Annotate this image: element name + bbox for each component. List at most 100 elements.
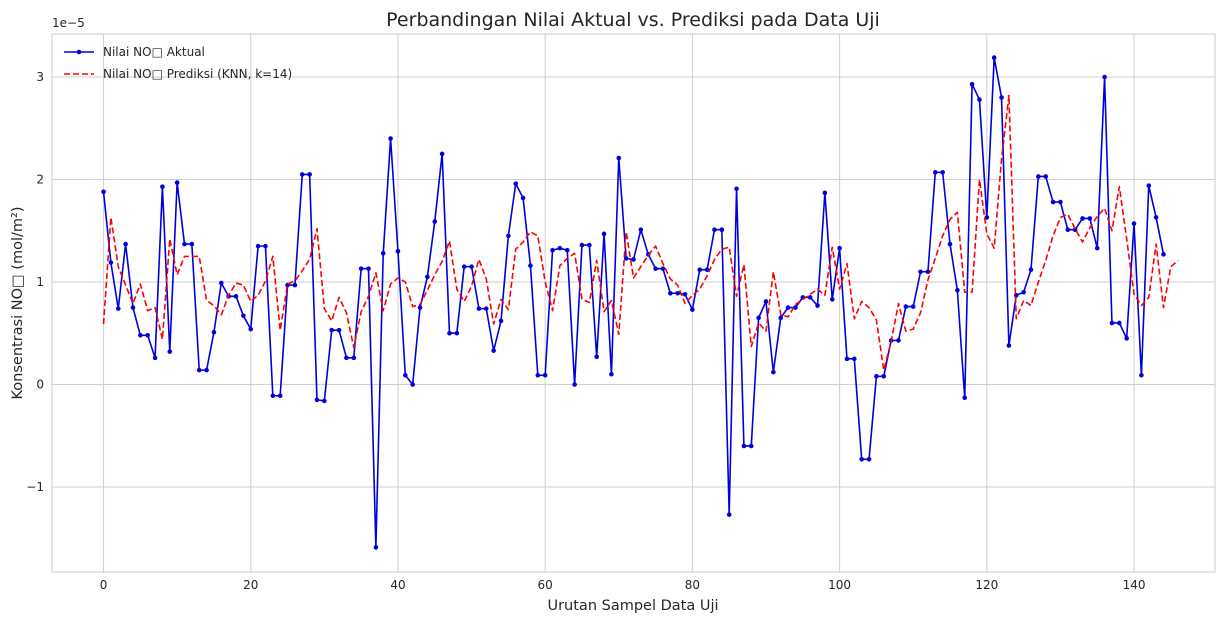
data-point-actual [807,295,813,300]
x-tick-label: 100 [828,578,851,592]
y-tick-label: 0 [36,377,44,391]
data-point-actual [844,356,850,362]
data-point-actual [248,326,254,332]
data-point-actual [395,248,401,254]
data-point-actual [160,184,165,189]
data-point-actual [182,241,187,247]
data-point-actual [638,227,644,233]
data-point-actual [572,382,577,387]
data-point-actual [1050,199,1056,205]
data-point-actual [101,189,106,195]
legend-entry-actual: Nilai NO□ Aktual [103,45,205,59]
data-point-actual [866,456,872,462]
data-point-actual [557,245,563,251]
series-line-actual [102,56,1165,549]
data-point-actual [756,315,761,321]
data-point-actual [528,263,533,268]
data-point-actual [336,327,342,333]
data-point-actual [631,257,636,262]
y-tick-label: 1 [36,275,44,289]
data-point-actual [314,397,320,403]
data-point-actual [829,297,835,302]
x-tick-label: 0 [100,578,108,592]
data-point-actual [741,443,747,449]
data-point-actual [152,355,158,361]
x-tick-label: 60 [538,578,553,592]
y-tick-label: 2 [36,173,44,187]
data-point-actual [506,233,511,239]
data-point-actual [815,303,820,308]
data-point-actual [1094,245,1100,251]
y-axis-label: Konsentrasi NO□ (mol/m²) [10,207,26,400]
data-point-actual [366,266,371,271]
data-point-actual [947,241,953,247]
data-point-actual [719,227,725,233]
data-point-actual [241,313,246,319]
data-point-actual [910,304,916,309]
data-point-actual [1013,293,1019,298]
y-tick-label: −1 [26,480,44,494]
data-point-actual [439,151,445,157]
chart-title: Perbandingan Nilai Aktual vs. Prediksi p… [386,9,880,31]
data-point-actual [726,512,732,517]
data-point-actual [380,250,386,256]
data-point-actual [461,264,467,269]
data-point-actual [668,290,673,296]
x-axis-label: Urutan Sampel Data Uji [547,598,718,614]
data-point-actual [255,243,261,249]
data-point-actual [822,190,828,196]
y-offset-label: 1e−5 [52,16,85,30]
data-point-actual [594,354,599,360]
data-point-actual [1021,289,1026,295]
data-point-actual [358,266,364,271]
data-point-actual [564,247,570,253]
legend-entry-predicted: Nilai NO□ Prediksi (KNN, k=14) [103,67,292,81]
data-point-actual [660,266,666,271]
data-point-actual [734,186,739,192]
data-point-actual [925,269,931,275]
data-point-actual [1102,74,1107,80]
data-point-actual [542,372,548,378]
data-point-actual [167,349,173,354]
data-point-actual [675,290,680,296]
x-tick-label: 80 [685,578,700,592]
data-point-actual [410,382,415,387]
data-point-actual [1124,336,1129,341]
data-point-actual [1065,227,1071,233]
data-point-actual [1036,174,1041,179]
data-point-actual [329,327,335,333]
data-point-actual [748,443,754,449]
data-point-actual [616,155,622,161]
data-point-actual [513,181,519,186]
data-point-actual [425,274,430,280]
series-layer [101,55,1179,550]
data-point-actual [962,395,968,401]
data-point-actual [763,299,769,304]
data-point-actual [388,136,393,141]
tick-labels: 0 20 40 60 80 100 120 140 −1 0 1 2 3 [26,70,1145,592]
data-point-actual [432,219,438,224]
data-point-actual [874,373,879,379]
data-point-actual [344,355,349,361]
data-point-actual [491,348,496,353]
x-tick-label: 40 [390,578,405,592]
data-point-actual [977,97,982,102]
legend: Nilai NO□ Aktual Nilai NO□ Prediksi (KNN… [64,45,292,81]
data-point-actual [932,170,938,175]
data-point-actual [211,329,217,335]
data-point-actual [896,338,901,343]
data-point-actual [174,180,180,185]
data-point-actual [535,372,541,378]
y-tick-label: 3 [36,70,44,84]
data-point-actual [1146,183,1152,188]
x-tick-label: 20 [243,578,258,592]
data-point-actual [999,95,1004,100]
data-point-actual [196,367,202,373]
data-point-actual [697,267,703,272]
series-line-predicted [102,94,1179,371]
data-point-actual [955,287,960,293]
data-point-actual [138,332,143,338]
data-point-actual [469,264,474,269]
data-point-actual [984,215,990,220]
